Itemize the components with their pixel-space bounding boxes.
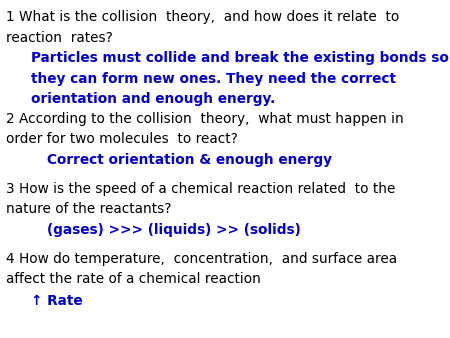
Text: 4 How do temperature,  concentration,  and surface area: 4 How do temperature, concentration, and…	[6, 252, 397, 266]
Text: 1 What is the collision  theory,  and how does it relate  to: 1 What is the collision theory, and how …	[6, 10, 399, 24]
Text: orientation and enough energy.: orientation and enough energy.	[31, 92, 275, 106]
Text: order for two molecules  to react?: order for two molecules to react?	[6, 132, 238, 146]
Text: (gases) >>> (liquids) >> (solids): (gases) >>> (liquids) >> (solids)	[47, 223, 301, 237]
Text: Particles must collide and break the existing bonds so: Particles must collide and break the exi…	[31, 51, 449, 65]
Text: reaction  rates?: reaction rates?	[6, 31, 112, 45]
Text: 2 According to the collision  theory,  what must happen in: 2 According to the collision theory, wha…	[6, 112, 404, 126]
Text: they can form new ones. They need the correct: they can form new ones. They need the co…	[31, 72, 396, 86]
Text: Correct orientation & enough energy: Correct orientation & enough energy	[47, 153, 332, 167]
Text: ↑ Rate: ↑ Rate	[31, 294, 82, 308]
Text: 3 How is the speed of a chemical reaction related  to the: 3 How is the speed of a chemical reactio…	[6, 182, 395, 196]
Text: affect the rate of a chemical reaction: affect the rate of a chemical reaction	[6, 272, 261, 286]
Text: nature of the reactants?: nature of the reactants?	[6, 202, 171, 216]
